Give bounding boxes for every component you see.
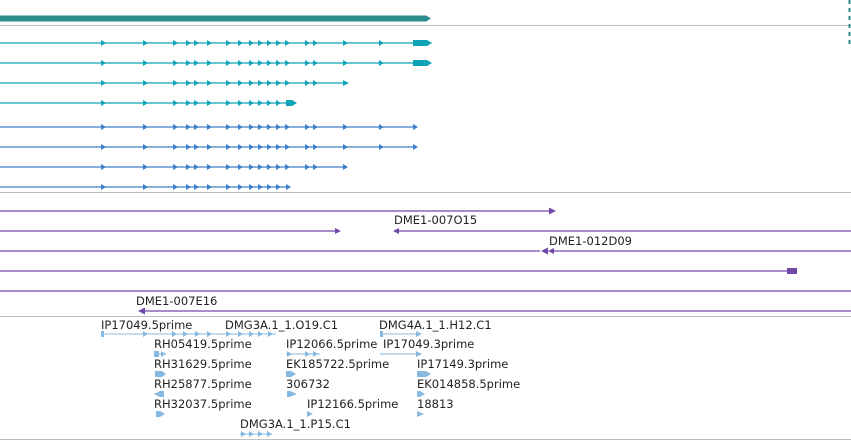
est-feature[interactable] — [417, 411, 424, 417]
est-label: RH05419.5prime — [154, 337, 252, 351]
est-label: 306732 — [286, 377, 330, 391]
est-feature[interactable] — [286, 351, 320, 357]
est-label: EK185722.5prime — [286, 357, 389, 371]
est-feature[interactable] — [240, 431, 272, 437]
est-feature[interactable] — [154, 351, 166, 357]
est-track: IP17049.5prime DMG3A.1_1.O19.C1 DMG4A.1_… — [101, 318, 520, 437]
est-feature[interactable] — [175, 331, 276, 337]
clone-feature[interactable] — [0, 268, 797, 274]
clone-label: DME1-012D09 — [549, 234, 632, 248]
clone-feature[interactable] — [393, 228, 851, 234]
est-feature[interactable] — [287, 391, 297, 397]
transcript-row[interactable] — [0, 184, 291, 190]
transcript-row[interactable] — [0, 40, 432, 46]
clone-feature[interactable] — [541, 247, 851, 255]
est-label: IP17049.3prime — [383, 337, 474, 351]
est-label: EK014858.5prime — [417, 377, 520, 391]
est-feature[interactable] — [286, 371, 296, 377]
clone-feature[interactable] — [138, 307, 851, 315]
est-feature[interactable] — [380, 351, 422, 357]
est-label: DMG3A.1_1.P15.C1 — [240, 417, 351, 431]
est-label: RH25877.5prime — [154, 377, 252, 391]
est-label: IP17149.3prime — [417, 357, 508, 371]
est-feature[interactable] — [101, 331, 177, 337]
clone-feature[interactable] — [0, 228, 341, 234]
est-label: DMG4A.1_1.H12.C1 — [379, 318, 492, 332]
transcript-row[interactable] — [0, 60, 432, 66]
gene-feature[interactable] — [0, 15, 431, 22]
est-label: 18813 — [417, 397, 454, 411]
est-feature[interactable] — [417, 391, 425, 397]
est-label: IP17049.5prime — [101, 318, 192, 332]
est-feature[interactable] — [307, 411, 313, 417]
clone-track: DME1-007O15 DME1-012D09 DME1-007E16 — [0, 207, 851, 315]
est-label: IP12066.5prime — [286, 337, 377, 351]
est-label: IP12166.5prime — [307, 397, 398, 411]
transcript-track — [0, 40, 432, 190]
clone-label: DME1-007O15 — [394, 213, 477, 227]
est-feature[interactable] — [154, 391, 164, 397]
gene-track — [0, 15, 431, 22]
est-label: RH32037.5prime — [154, 397, 252, 411]
transcript-row[interactable] — [0, 124, 418, 130]
est-feature[interactable] — [417, 371, 431, 377]
est-feature[interactable] — [380, 331, 422, 337]
transcript-row[interactable] — [0, 80, 349, 86]
clone-feature[interactable] — [0, 207, 556, 215]
est-label: RH31629.5prime — [154, 357, 252, 371]
track-separators — [0, 25, 851, 440]
transcript-row[interactable] — [0, 100, 297, 106]
est-feature[interactable] — [156, 411, 165, 417]
est-feature[interactable] — [155, 371, 166, 377]
est-label: DMG3A.1_1.O19.C1 — [225, 318, 338, 332]
clone-label: DME1-007E16 — [136, 294, 217, 308]
transcript-row[interactable] — [0, 164, 348, 170]
transcript-row[interactable] — [0, 144, 418, 150]
